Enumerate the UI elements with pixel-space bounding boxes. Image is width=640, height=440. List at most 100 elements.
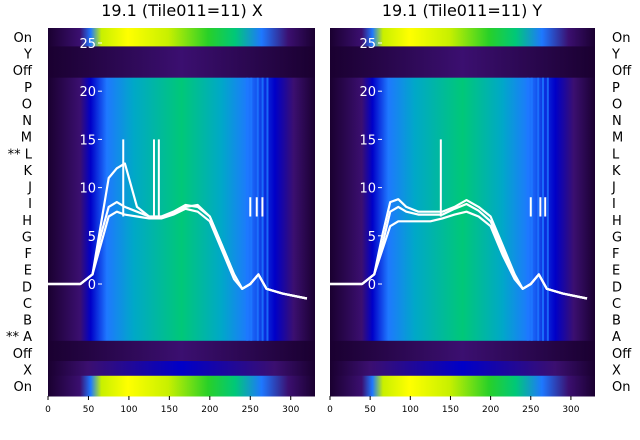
right-overlay-traces (330, 139, 588, 300)
heatmap-band (48, 46, 315, 79)
row-label: On (612, 380, 630, 395)
row-label: C (612, 297, 621, 312)
row-label: I (612, 197, 616, 212)
x-tick-label: 250 (242, 405, 259, 415)
row-label: J (27, 181, 32, 196)
x-tick-label: 150 (442, 405, 459, 415)
heatmap-stripe (246, 77, 249, 341)
x-tick-label: 150 (161, 405, 178, 415)
x-tick-label: 50 (364, 405, 376, 415)
row-label: E (24, 264, 32, 279)
right-x-ticks: 0 50 100 150 200 250 300 (327, 396, 580, 415)
heatmap-band (48, 361, 315, 377)
heatmap-band (48, 375, 315, 397)
y-tick-label: 15 (79, 133, 96, 148)
row-label: F (25, 247, 32, 262)
row-label: G (612, 230, 622, 245)
heatmap-stripe (526, 77, 529, 341)
overlay-trace (330, 210, 588, 300)
row-label: On (14, 31, 32, 46)
x-tick-label: 300 (562, 405, 579, 415)
row-label: C (23, 297, 32, 312)
y-tick-label: 15 (359, 133, 376, 148)
row-label: G (22, 230, 32, 245)
x-tick-label: 200 (201, 405, 218, 415)
y-tick-label: 25 (359, 37, 376, 52)
right-chart-title: 19.1 (Tile011=11) Y (382, 1, 543, 20)
heatmap-band (48, 28, 315, 47)
heatmap-stripe (266, 77, 269, 341)
y-tick-label: 5 (368, 230, 376, 245)
row-label: ** A (6, 330, 32, 345)
row-label: N (612, 114, 622, 129)
row-label: I (28, 197, 32, 212)
x-tick-label: 0 (45, 405, 51, 415)
row-label: B (23, 314, 32, 329)
heatmap-band (330, 77, 595, 342)
row-label: K (23, 164, 32, 179)
row-label: Off (13, 64, 33, 79)
row-label: E (612, 264, 620, 279)
heatmap-stripe (537, 77, 540, 341)
row-label: On (612, 31, 630, 46)
x-tick-label: 300 (282, 405, 299, 415)
heatmap-stripe (546, 77, 549, 341)
row-label: D (612, 280, 622, 295)
y-tick-label: 5 (88, 230, 96, 245)
left-chart-title: 19.1 (Tile011=11) X (101, 1, 263, 20)
y-tick-label: 0 (368, 278, 376, 293)
y-tick-label: 25 (79, 37, 96, 52)
right-y-ticks: 0 5 10 15 20 25 (359, 37, 382, 293)
heatmap-band (330, 375, 595, 397)
row-label: H (612, 214, 622, 229)
heatmap-band (330, 361, 595, 377)
heatmap-band (330, 46, 595, 79)
row-label: P (612, 81, 620, 96)
row-label: P (24, 81, 32, 96)
left-heatmap (48, 28, 315, 397)
row-label: N (22, 114, 32, 129)
row-label: On (14, 380, 32, 395)
row-label: O (22, 97, 32, 112)
row-label: B (612, 314, 621, 329)
x-tick-label: 250 (522, 405, 539, 415)
row-label: ** L (8, 147, 33, 162)
y-tick-label: 10 (79, 182, 96, 197)
row-label: Y (23, 48, 32, 63)
x-tick-label: 0 (327, 405, 333, 415)
row-label: Off (612, 64, 632, 79)
heatmap-band (48, 340, 315, 362)
row-label: D (22, 280, 32, 295)
row-label: J (611, 181, 616, 196)
overlay-trace (48, 207, 308, 300)
left-overlay-traces (48, 139, 308, 300)
left-x-ticks: 0 50 100 150 200 250 300 (45, 396, 300, 415)
y-tick-label: 0 (88, 278, 96, 293)
row-label: X (23, 363, 32, 378)
row-label: M (21, 131, 32, 146)
row-label: L (612, 147, 620, 162)
row-label: X (612, 363, 621, 378)
row-label: Y (611, 48, 620, 63)
row-label: Off (612, 347, 632, 362)
row-label: M (612, 131, 623, 146)
y-tick-label: 20 (359, 85, 376, 100)
row-label: A (612, 330, 621, 345)
left-y-ticks: 0 5 10 15 20 25 (79, 37, 102, 293)
row-label: O (612, 97, 622, 112)
heatmap-band (330, 28, 595, 47)
row-label: Off (13, 347, 33, 362)
y-tick-label: 10 (359, 182, 376, 197)
x-tick-label: 100 (120, 405, 137, 415)
x-tick-label: 50 (83, 405, 95, 415)
x-tick-label: 100 (402, 405, 419, 415)
x-tick-label: 200 (482, 405, 499, 415)
row-label: H (22, 214, 32, 229)
row-label: F (612, 247, 619, 262)
y-tick-label: 20 (79, 85, 96, 100)
